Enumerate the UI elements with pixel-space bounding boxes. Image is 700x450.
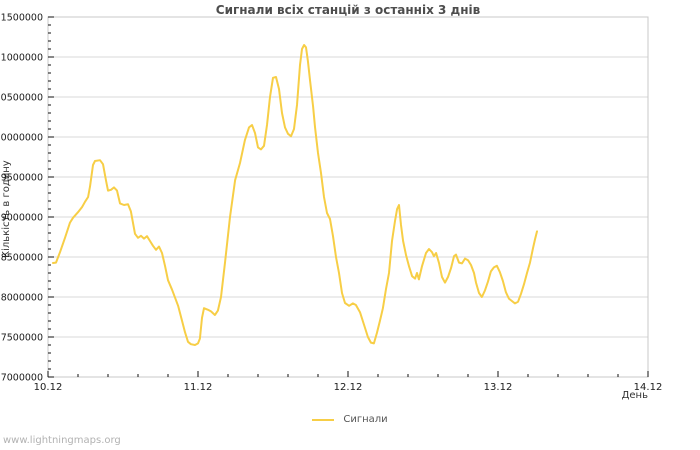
svg-text:14.12: 14.12 [634, 382, 663, 393]
legend-line-swatch [312, 418, 335, 421]
svg-text:8500000: 8500000 [1, 253, 43, 264]
svg-text:10.12: 10.12 [34, 382, 63, 393]
svg-text:12.12: 12.12 [334, 382, 363, 393]
svg-text:9000000: 9000000 [1, 213, 43, 224]
chart-title: Сигнали всіх станцій з останніх 3 днів [215, 3, 481, 17]
svg-text:10000000: 10000000 [0, 133, 43, 144]
svg-text:9500000: 9500000 [1, 173, 43, 184]
svg-text:11.12: 11.12 [184, 382, 213, 393]
svg-text:8000000: 8000000 [1, 293, 43, 304]
svg-text:7500000: 7500000 [1, 333, 43, 344]
svg-text:11500000: 11500000 [0, 13, 43, 24]
svg-text:11000000: 11000000 [0, 53, 43, 64]
svg-text:7000000: 7000000 [1, 373, 43, 384]
svg-text:13.12: 13.12 [484, 382, 513, 393]
x-axis-title: День [621, 390, 648, 401]
svg-text:10500000: 10500000 [0, 93, 43, 104]
watermark-text: www.lightningmaps.org [3, 435, 121, 446]
legend: Сигнали [0, 414, 700, 425]
legend-label: Сигнали [343, 414, 388, 425]
